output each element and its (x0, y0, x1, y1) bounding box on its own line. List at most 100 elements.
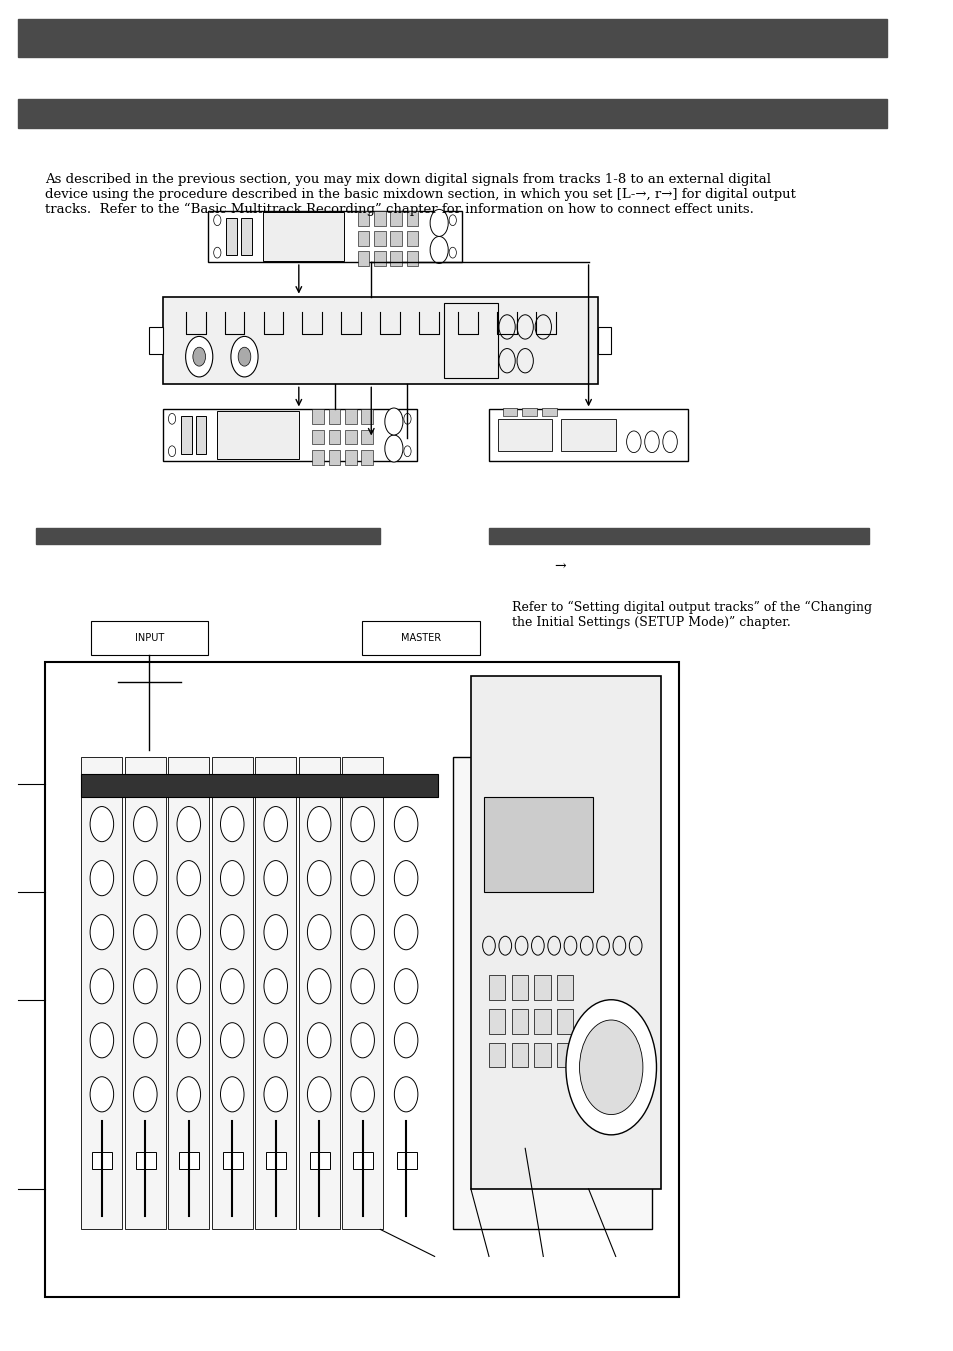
Bar (453, 757, 651, 1229)
Circle shape (351, 1077, 374, 1112)
Circle shape (177, 861, 200, 896)
Circle shape (430, 209, 448, 236)
Circle shape (565, 1000, 656, 1135)
Bar (81, 757, 122, 1229)
Text: Refer to “Setting digital output tracks” of the “Changing
the Initial Settings (: Refer to “Setting digital output tracks”… (511, 601, 871, 630)
Bar (443, 303, 497, 377)
Bar (511, 1009, 527, 1034)
Circle shape (90, 969, 113, 1004)
Circle shape (133, 861, 157, 896)
Bar (150, 327, 163, 354)
Bar (195, 416, 206, 454)
Bar (345, 409, 356, 424)
Bar (345, 430, 356, 444)
Bar (45, 662, 679, 1297)
Circle shape (351, 969, 374, 1004)
Bar (542, 408, 557, 416)
Circle shape (177, 1077, 200, 1112)
Circle shape (220, 1077, 244, 1112)
Bar (91, 621, 208, 655)
Bar (557, 975, 573, 1000)
Bar (312, 409, 324, 424)
Bar (266, 1152, 286, 1169)
Bar (471, 676, 660, 1189)
Circle shape (307, 861, 331, 896)
Bar (489, 975, 505, 1000)
Circle shape (264, 969, 287, 1004)
Bar (255, 757, 295, 1229)
Bar (36, 528, 380, 544)
Circle shape (430, 236, 448, 263)
Circle shape (264, 915, 287, 950)
Circle shape (133, 807, 157, 842)
Bar (92, 1152, 112, 1169)
Bar (511, 975, 527, 1000)
Bar (374, 251, 385, 266)
Circle shape (578, 1020, 642, 1115)
Bar (222, 1152, 242, 1169)
Bar (484, 797, 593, 892)
Bar (217, 411, 298, 459)
Circle shape (220, 1023, 244, 1058)
Circle shape (133, 915, 157, 950)
Bar (597, 327, 611, 354)
Circle shape (384, 435, 402, 462)
Circle shape (193, 347, 205, 366)
Bar (163, 297, 597, 384)
Circle shape (177, 969, 200, 1004)
Bar (361, 450, 373, 465)
Circle shape (133, 1023, 157, 1058)
Bar (557, 1043, 573, 1067)
Text: INPUT: INPUT (134, 632, 164, 643)
Circle shape (220, 969, 244, 1004)
Bar (329, 409, 340, 424)
Bar (212, 757, 253, 1229)
Circle shape (394, 1023, 417, 1058)
Circle shape (394, 969, 417, 1004)
Circle shape (186, 336, 213, 377)
Bar (345, 450, 356, 465)
Circle shape (351, 807, 374, 842)
Circle shape (133, 969, 157, 1004)
Bar (406, 251, 418, 266)
Bar (18, 19, 886, 57)
Circle shape (307, 807, 331, 842)
Circle shape (90, 1023, 113, 1058)
Bar (374, 211, 385, 226)
Circle shape (177, 807, 200, 842)
Circle shape (264, 1023, 287, 1058)
Bar (312, 430, 324, 444)
Bar (489, 1043, 505, 1067)
Bar (357, 251, 369, 266)
Bar (489, 528, 868, 544)
Circle shape (264, 1077, 287, 1112)
Bar (534, 1043, 550, 1067)
Circle shape (394, 807, 417, 842)
Circle shape (264, 807, 287, 842)
Bar (169, 757, 209, 1229)
Bar (374, 231, 385, 246)
Bar (262, 212, 344, 261)
Bar (125, 757, 166, 1229)
Bar (557, 1009, 573, 1034)
Bar (329, 430, 340, 444)
Bar (226, 218, 237, 255)
Bar (396, 1152, 416, 1169)
Circle shape (307, 1023, 331, 1058)
Bar (312, 450, 324, 465)
Bar (310, 1152, 329, 1169)
Circle shape (351, 1023, 374, 1058)
Circle shape (238, 347, 251, 366)
Bar (208, 211, 461, 262)
Bar (81, 774, 437, 797)
Text: MASTER: MASTER (400, 632, 440, 643)
Circle shape (220, 861, 244, 896)
Bar (560, 419, 615, 451)
Bar (357, 211, 369, 226)
Circle shape (220, 915, 244, 950)
Text: →: → (554, 559, 565, 573)
Circle shape (231, 336, 258, 377)
Bar (406, 211, 418, 226)
Bar (362, 621, 479, 655)
Bar (502, 408, 517, 416)
